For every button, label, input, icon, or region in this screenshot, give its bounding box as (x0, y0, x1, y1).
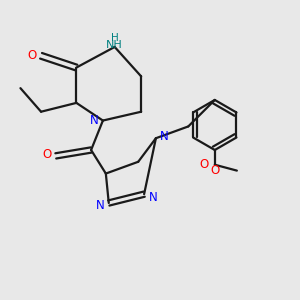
Text: O: O (28, 49, 37, 62)
Text: N: N (90, 114, 98, 127)
Text: N: N (160, 130, 169, 143)
Text: O: O (199, 158, 208, 171)
Text: N: N (96, 200, 104, 212)
Text: O: O (42, 148, 52, 161)
Text: O: O (210, 164, 219, 177)
Text: N: N (148, 190, 157, 204)
Text: NH: NH (106, 40, 123, 50)
Text: H: H (111, 33, 119, 43)
